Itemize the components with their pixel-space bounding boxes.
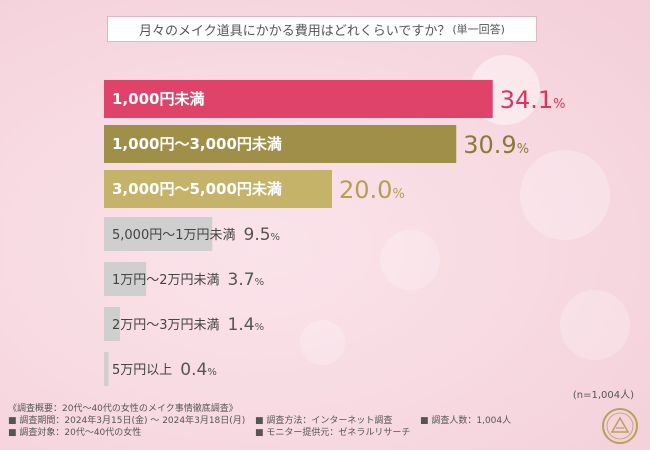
note-survey-period: ■ 調査期間：2024年3月15日(金) 〜 2024年3月18日(月) — [8, 416, 246, 426]
category-label-3: 3,000円〜5,000円未満 — [112, 180, 282, 198]
note-survey-target: ■ 調査対象：20代〜40代の女性 — [8, 428, 142, 438]
bar-6 — [104, 307, 120, 341]
notes-column-1: 《調査概要：20代〜40代の女性のメイク事情徹底調査》 ■ 調査期間：2024年… — [8, 403, 245, 439]
bokeh-decoration — [380, 230, 440, 290]
value-label-4: 9.5% — [244, 225, 281, 245]
category-label-1: 1,000円未満 — [112, 90, 204, 108]
note-survey-method: ■ 調査方法：インターネット調査 — [255, 416, 393, 426]
chart-title-sub: (単一回答) — [452, 23, 505, 36]
bar-3 — [104, 170, 332, 208]
category-label-4: 5,000円〜1万円未満 — [112, 228, 236, 243]
bar-5 — [104, 262, 147, 296]
value-label-3: 20.0% — [339, 176, 405, 204]
bar-1 — [104, 80, 493, 118]
category-label-2: 1,000円〜3,000円未満 — [112, 135, 282, 153]
research-logo-icon — [602, 408, 638, 444]
notes-column-3: ■ 調査人数：1,004人 — [420, 415, 511, 427]
value-label-7: 0.4% — [180, 360, 217, 380]
note-survey-count: ■ 調査人数：1,004人 — [420, 416, 512, 426]
value-label-2: 30.9% — [463, 131, 529, 159]
category-label-6: 2万円〜3万円未満 — [112, 318, 220, 333]
value-label-6: 1.4% — [228, 315, 265, 335]
notes-column-2: ■ 調査方法：インターネット調査 ■ モニター提供元：ゼネラルリサーチ — [255, 415, 410, 439]
bar-4 — [104, 217, 213, 251]
bokeh-decoration — [560, 290, 630, 360]
value-label-1: 34.1% — [500, 86, 566, 114]
category-label-5: 1万円〜2万円未満 — [112, 273, 220, 288]
chart-title-main: 月々のメイク道具にかかる費用はどれくらいですか？ — [139, 23, 451, 39]
category-label-7: 5万円以上 — [112, 363, 172, 378]
chart-title: 月々のメイク道具にかかる費用はどれくらいですか？ (単一回答) — [107, 16, 537, 42]
value-label-5: 3.7% — [228, 270, 265, 290]
note-survey-overview: 《調査概要：20代〜40代の女性のメイク事情徹底調査》 — [8, 404, 238, 414]
bokeh-decoration — [520, 150, 610, 240]
note-monitor-provider: ■ モニター提供元：ゼネラルリサーチ — [255, 428, 411, 438]
bar-7 — [104, 352, 109, 386]
bar-2 — [104, 125, 457, 163]
bokeh-decoration — [300, 320, 345, 365]
sample-size: (n=1,004人) — [572, 390, 634, 401]
